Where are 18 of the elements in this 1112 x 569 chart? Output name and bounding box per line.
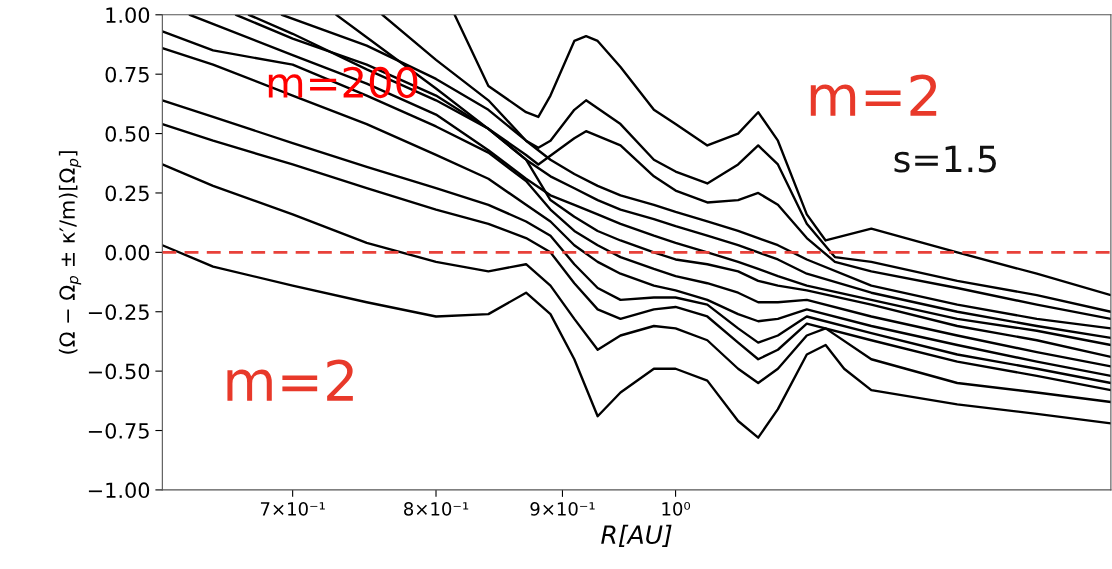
y-tick-label: 0.50 bbox=[105, 126, 150, 142]
y-tick-label: −0.50 bbox=[88, 363, 150, 380]
annotation: m=2 bbox=[227, 359, 353, 401]
y-tick-label: −1.00 bbox=[88, 482, 150, 499]
annotation: s=1.5 bbox=[894, 145, 996, 173]
x-tick-label: 7×10⁻¹ bbox=[260, 502, 325, 516]
x-tick-label: 9×10⁻¹ bbox=[530, 502, 595, 516]
y-tick-label: 0.75 bbox=[105, 66, 149, 83]
annotation: m=2 bbox=[810, 74, 937, 116]
y-tick-label: −0.25 bbox=[88, 304, 149, 320]
y-axis-title: (Ω − Ω$_{p}$ ± κ′/m)[Ω$_{p}$] bbox=[58, 151, 82, 354]
y-tick-label: 0.00 bbox=[105, 244, 150, 261]
x-axis-title: R[AU] bbox=[601, 524, 672, 548]
x-tick-label: 8×10⁻¹ bbox=[404, 502, 469, 516]
y-tick-label: −0.75 bbox=[88, 422, 149, 439]
x-tick-label: 10⁰ bbox=[662, 502, 691, 516]
y-tick-label: 1.00 bbox=[106, 7, 150, 24]
y-tick-label: 0.25 bbox=[105, 185, 149, 202]
